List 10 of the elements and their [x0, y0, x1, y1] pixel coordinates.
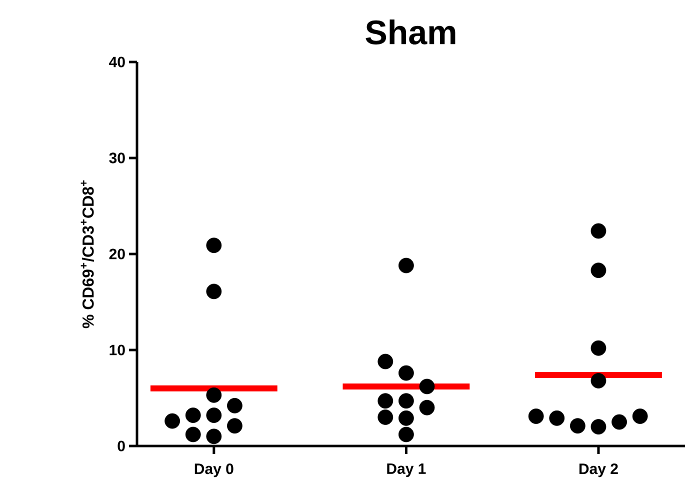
x-tick-label: Day 1 [387, 464, 426, 477]
y-tick-label: 10 [110, 344, 125, 356]
chart-title: Sham [366, 20, 456, 44]
y-tick-label: 40 [109, 56, 125, 68]
x-tick-label: Day 2 [579, 464, 618, 478]
y-tick-label: 0 [118, 440, 125, 452]
y-tick-label: 30 [109, 152, 125, 164]
y-tick-label: 20 [109, 248, 125, 260]
y-axis-title: % CD69$^{+}$/CD3$^{+}$CD8$^{+}$ [80, 180, 94, 328]
x-tick-label: Day 0 [194, 464, 234, 478]
